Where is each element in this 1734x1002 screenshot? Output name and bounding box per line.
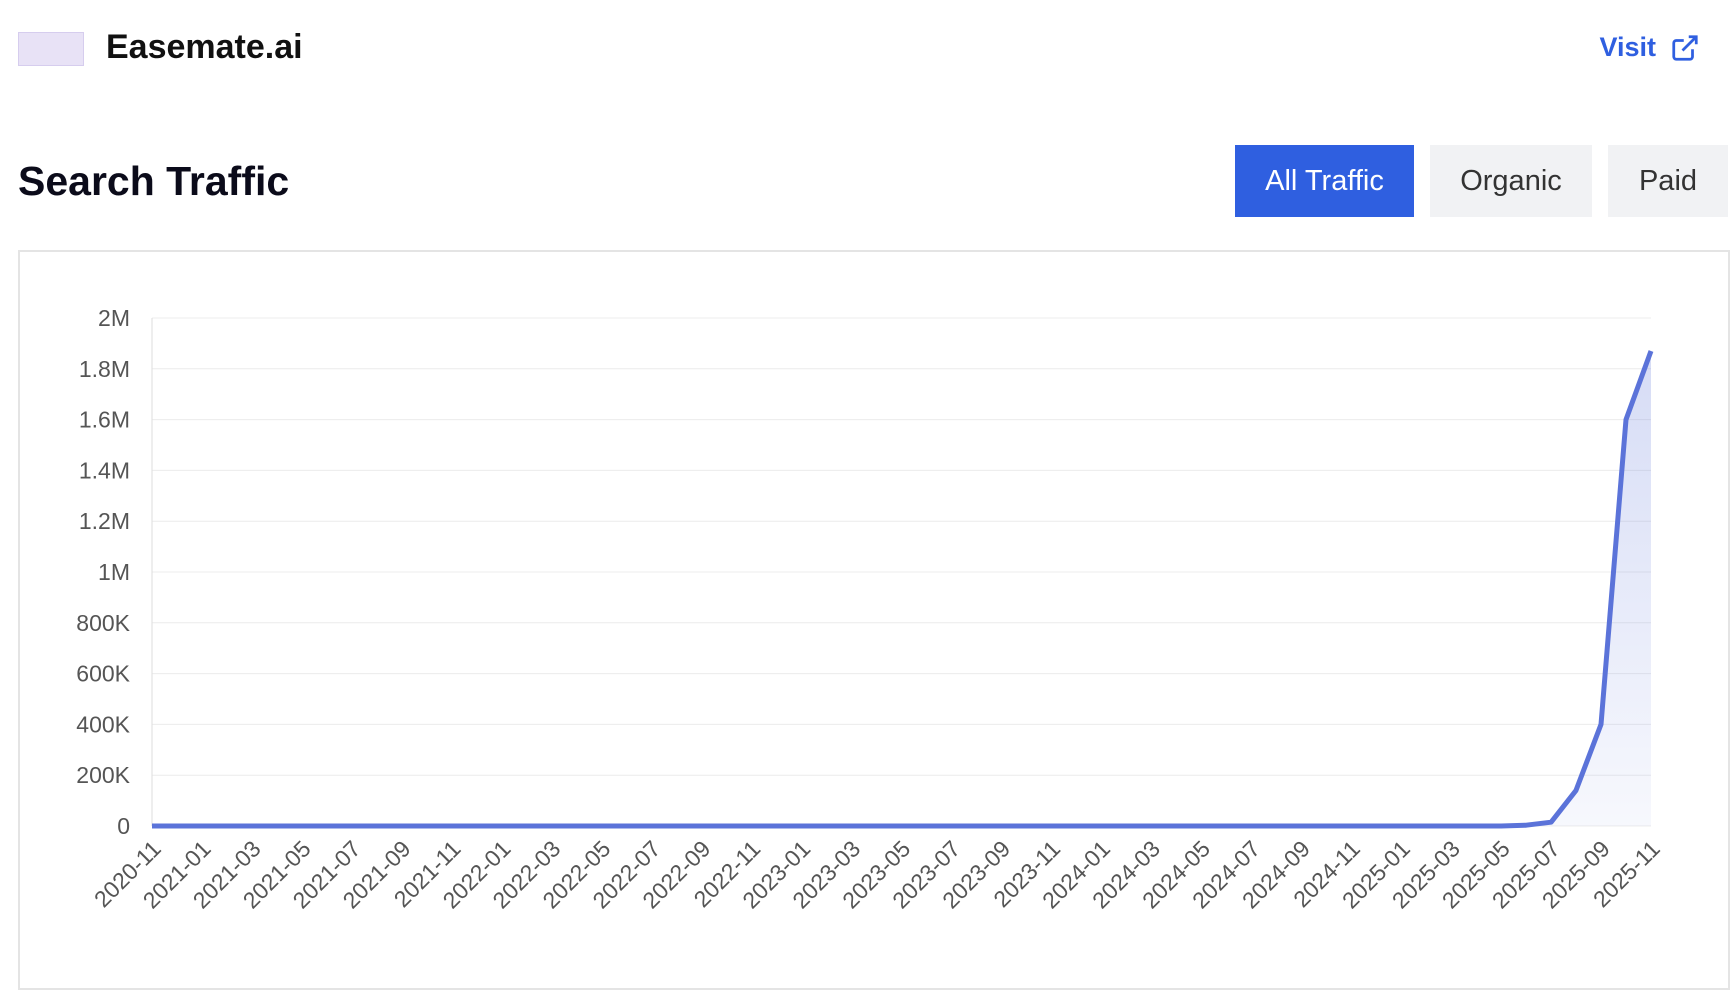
visit-text[interactable]: Visit [1599, 32, 1656, 62]
y-tick-label: 1.4M [79, 457, 130, 483]
site-logo [18, 32, 84, 66]
site-title: Easemate.ai [106, 28, 303, 66]
y-tick-label: 400K [76, 711, 130, 737]
y-tick-label: 0 [117, 813, 130, 839]
y-tick-label: 1.8M [79, 356, 130, 382]
line [152, 350, 1654, 829]
area-fill [152, 351, 1651, 826]
section-title: Search Traffic [18, 158, 290, 204]
visit-link[interactable]: Visit [1599, 32, 1700, 63]
external-icon [1672, 34, 1698, 61]
chart-card [18, 250, 1730, 990]
y-tick-label: 600K [76, 661, 130, 687]
y-tick-label: 1M [98, 559, 130, 585]
y-tick-label: 1.2M [79, 508, 130, 534]
tab-paid[interactable]: Paid [1608, 145, 1728, 217]
y-tick-label: 200K [76, 762, 130, 788]
y-tick-label: 800K [76, 610, 130, 636]
y-tick-label: 1.6M [79, 407, 130, 433]
y-tick-label: 2M [98, 305, 130, 331]
tab-organic[interactable]: Organic [1430, 145, 1592, 217]
tab-all[interactable]: All Traffic [1235, 145, 1414, 217]
